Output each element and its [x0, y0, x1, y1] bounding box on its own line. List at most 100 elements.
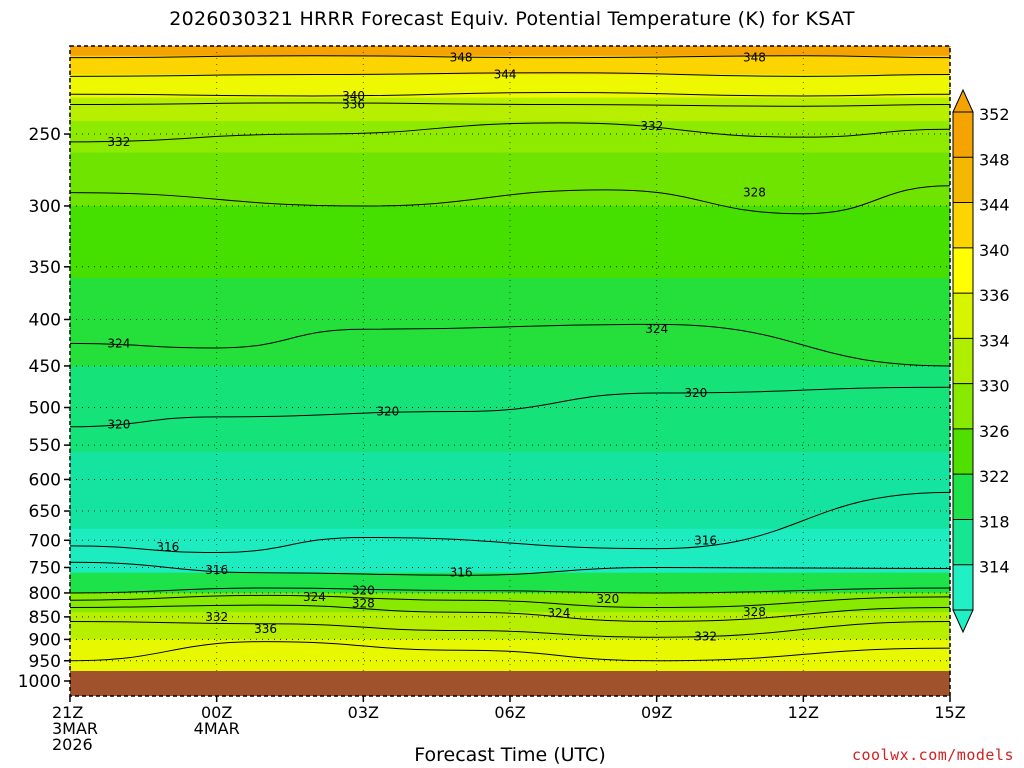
contour-label: 332	[640, 119, 663, 133]
contour-labels: 3483443483403363323323283243243203203203…	[107, 51, 766, 644]
contour-label: 340	[342, 89, 365, 103]
contour-label: 316	[450, 566, 473, 580]
colorbar-tick-label: 334	[979, 331, 1010, 350]
contour-line-324	[70, 323, 950, 367]
ground-fill	[70, 671, 950, 696]
contour-label-text: 320	[684, 386, 707, 400]
contour-line-320	[70, 386, 950, 428]
x-tick-label: 03Z	[348, 703, 379, 722]
colorbar-segment	[953, 112, 973, 158]
color-band	[70, 97, 950, 122]
contour-line-332	[70, 122, 950, 143]
contour-label-text: 348	[743, 51, 766, 65]
contour-label-text: 332	[107, 135, 130, 149]
y-tick-label: 900	[29, 630, 61, 650]
contour-label-text: 324	[303, 590, 326, 604]
contour-line-324	[70, 594, 950, 608]
y-tick-label: 550	[29, 436, 61, 456]
contour-line-332	[70, 620, 950, 638]
contour-line-328	[70, 604, 950, 622]
contour-label: 348	[450, 51, 473, 65]
contour-line-348	[70, 55, 950, 59]
colorbar-tick-label: 340	[979, 241, 1010, 260]
color-band	[70, 639, 950, 672]
y-tick-label: 700	[29, 531, 61, 551]
color-band	[70, 205, 950, 279]
contour-label: 320	[352, 583, 375, 597]
x-tick-label: 09Z	[641, 703, 672, 722]
colorbar-segment	[953, 519, 973, 566]
contour-label-text: 328	[743, 605, 766, 619]
contour-line-336	[70, 641, 950, 662]
colorbar-tick-label: 330	[979, 377, 1010, 396]
color-band	[70, 152, 950, 207]
colorbar-tick-label: 336	[979, 286, 1010, 305]
contour-label: 344	[494, 68, 517, 82]
colorbar-tick-label: 352	[979, 105, 1010, 124]
contour-label-text: 328	[743, 186, 766, 200]
color-band	[70, 528, 950, 574]
x-tick-label: 3MAR	[52, 719, 98, 738]
x-tick-label: 00Z	[201, 703, 232, 722]
x-tick-label: 15Z	[934, 703, 965, 722]
contour-line-320	[70, 587, 950, 594]
y-tick-label: 450	[29, 357, 61, 377]
y-tick-label: 300	[29, 197, 61, 217]
contour-label-text: 316	[694, 533, 717, 547]
y-tick-label: 1000	[18, 672, 61, 692]
y-tick-label: 400	[29, 310, 61, 330]
contour-label: 328	[743, 605, 766, 619]
colorbar-segment	[953, 157, 973, 204]
contour-lines	[70, 55, 950, 662]
y-tick-label: 750	[29, 558, 61, 578]
y-tick-label: 950	[29, 652, 61, 672]
x-tick-label: 21Z	[52, 703, 83, 722]
axes: 2503003504004505005506006507007508008509…	[18, 45, 966, 754]
ground-block	[70, 671, 950, 696]
y-tick-label: 500	[29, 399, 61, 419]
contour-label: 324	[107, 336, 130, 350]
contour-label-text: 324	[645, 322, 668, 336]
colorbar-segment	[953, 474, 973, 520]
y-tick-label: 850	[29, 608, 61, 628]
contour-label: 324	[303, 590, 326, 604]
x-tick-label: 12Z	[788, 703, 819, 722]
contour-label-text: 320	[107, 418, 130, 432]
contour-label: 332	[205, 610, 228, 624]
contour-label-text: 316	[450, 566, 473, 580]
contour-label: 324	[547, 606, 570, 620]
contour-line-316	[70, 491, 950, 553]
contour-label: 320	[376, 404, 399, 418]
contour-label-text: 320	[352, 583, 375, 597]
contour-label: 316	[205, 563, 228, 577]
contour-label-text: 324	[107, 336, 130, 350]
colorbar-segment	[953, 564, 973, 611]
contour-label-text: 316	[156, 540, 179, 554]
contour-label-text: 340	[342, 89, 365, 103]
contour-label-text: 316	[205, 563, 228, 577]
x-tick-label: 2026	[52, 735, 93, 754]
colorbar-tick-label: 318	[979, 512, 1010, 531]
contour-line-316	[70, 561, 950, 576]
contour-label: 320	[107, 418, 130, 432]
y-tick-label: 800	[29, 584, 61, 604]
contour-line-336	[70, 102, 950, 107]
credit-link[interactable]: coolwx.com/models	[851, 746, 1014, 764]
contour-label-text: 320	[596, 592, 619, 606]
contour-label: 316	[156, 540, 179, 554]
colorbar-segment	[953, 383, 973, 430]
chart-title: 2026030321 HRRR Forecast Equiv. Potentia…	[169, 8, 855, 30]
colorbar-top-arrow	[952, 88, 974, 113]
color-band	[70, 55, 950, 76]
color-band	[70, 46, 950, 57]
contour-label-text: 344	[494, 68, 517, 82]
y-tick-label: 350	[29, 258, 61, 278]
contour-label: 328	[743, 186, 766, 200]
colorbar-tick-label: 314	[979, 558, 1010, 577]
color-band	[70, 592, 950, 613]
contour-label-text: 320	[376, 404, 399, 418]
colorbar-bottom-arrow	[952, 609, 974, 634]
y-tick-label: 250	[29, 125, 61, 145]
contour-label-text: 324	[547, 606, 570, 620]
